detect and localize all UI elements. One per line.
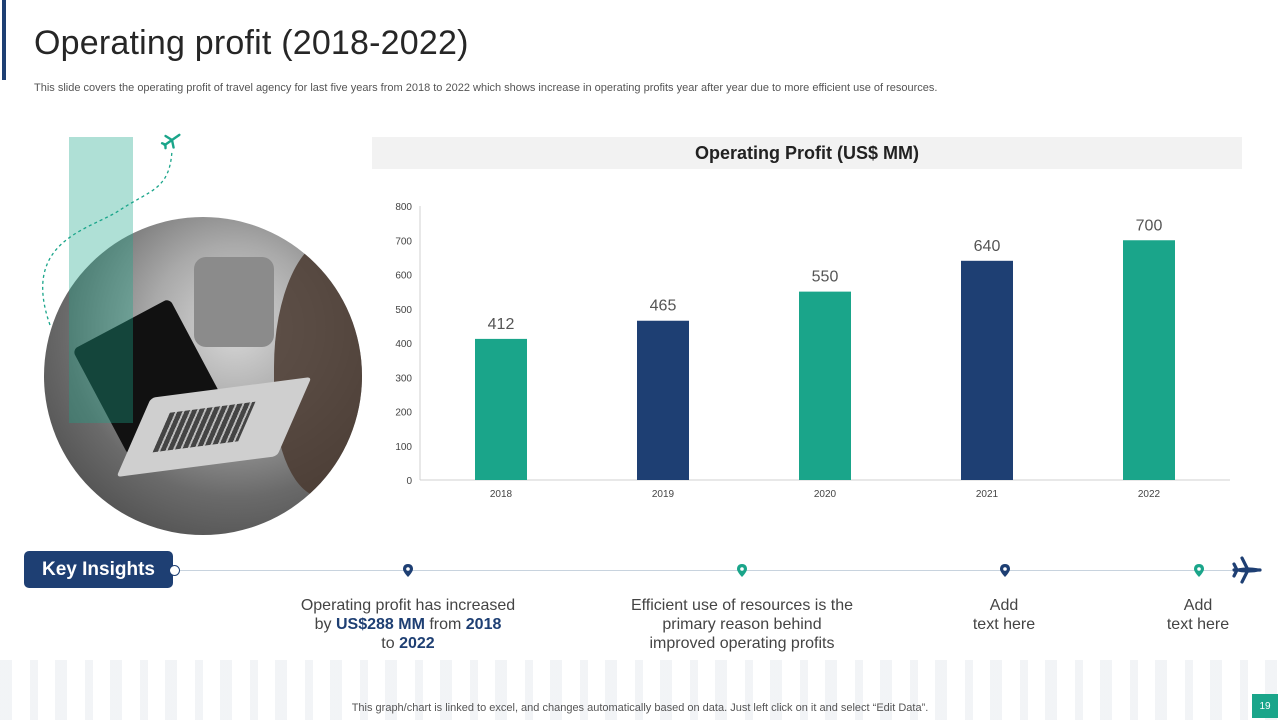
key-insights-label: Key Insights	[24, 551, 173, 588]
bar-value-label: 550	[812, 269, 839, 286]
operating-profit-bar-chart[interactable]: 0 100 200 300 400 500 600 700 800 412 2018 465 2019 5…	[380, 190, 1240, 510]
footer-note: This graph/chart is linked to excel, and…	[351, 702, 929, 714]
insight-2: Efficient use of resources is the primar…	[622, 596, 862, 653]
chart-title: Operating Profit (US$ MM)	[372, 137, 1242, 169]
y-tick-label: 800	[395, 202, 412, 213]
timeline-line	[176, 570, 1232, 571]
y-tick-label: 400	[395, 339, 412, 350]
insight-1-line1: Operating profit has increased	[300, 597, 516, 614]
insight-2-line3: improved operating profits	[649, 635, 835, 652]
location-pin-icon	[737, 564, 747, 577]
bar-2018	[475, 338, 527, 480]
woman-laptop-photo	[44, 217, 362, 535]
title-accent-bar	[2, 0, 6, 80]
teal-accent-rect	[69, 137, 133, 423]
y-tick-label: 500	[395, 305, 412, 316]
insight-4-line2: text here	[1166, 616, 1230, 633]
location-pin-icon	[1194, 564, 1204, 577]
page-subtitle: This slide covers the operating profit o…	[34, 82, 938, 94]
page-number: 19	[1252, 694, 1278, 718]
photo-bag	[194, 257, 274, 347]
bar-value-label: 465	[650, 298, 677, 315]
bar-2020	[799, 291, 851, 480]
y-tick-label: 700	[395, 236, 412, 247]
small-airplane-icon	[160, 133, 181, 150]
airplane-icon	[1232, 556, 1262, 584]
timeline-start-dot	[169, 565, 180, 576]
insight-1-amount: US$288 MM	[335, 616, 425, 633]
bar-2019	[637, 320, 689, 480]
insight-1-year-start: 2018	[465, 616, 502, 633]
city-skyline-decoration	[0, 660, 1280, 720]
insight-4-line1: Add	[1183, 597, 1213, 614]
bar-value-label: 412	[488, 316, 515, 333]
x-tick-label: 2018	[490, 489, 513, 500]
page-title: Operating profit (2018-2022)	[34, 24, 469, 62]
insight-1-text: from	[424, 616, 466, 633]
insight-3[interactable]: Add text here	[954, 596, 1054, 634]
insight-2-line2: primary reason behind	[662, 616, 822, 633]
bar-value-label: 700	[1136, 217, 1163, 234]
flight-path-icon	[42, 133, 181, 326]
travel-illustration	[0, 120, 370, 540]
insight-1-text: by	[314, 616, 336, 633]
insight-1-text: to	[381, 635, 400, 652]
insight-4[interactable]: Add text here	[1148, 596, 1248, 634]
bar-2022	[1123, 240, 1175, 480]
insight-3-line1: Add	[989, 597, 1019, 614]
insight-3-line2: text here	[972, 616, 1036, 633]
x-tick-label: 2020	[814, 489, 837, 500]
bar-value-label: 640	[974, 238, 1001, 255]
y-tick-label: 100	[395, 442, 412, 453]
insight-1-year-end: 2022	[399, 635, 435, 652]
y-tick-label: 600	[395, 271, 412, 282]
insight-2-line1: Efficient use of resources is the	[630, 597, 854, 614]
x-tick-label: 2021	[976, 489, 999, 500]
location-pin-icon	[403, 564, 413, 577]
x-tick-label: 2019	[652, 489, 675, 500]
x-tick-label: 2022	[1138, 489, 1161, 500]
location-pin-icon	[1000, 564, 1010, 577]
y-tick-label: 200	[395, 408, 412, 419]
insight-1: Operating profit has increased by US$288…	[298, 596, 518, 653]
bar-2021	[961, 260, 1013, 480]
y-tick-label: 0	[406, 476, 412, 487]
photo-person	[274, 237, 362, 497]
y-tick-label: 300	[395, 373, 412, 384]
